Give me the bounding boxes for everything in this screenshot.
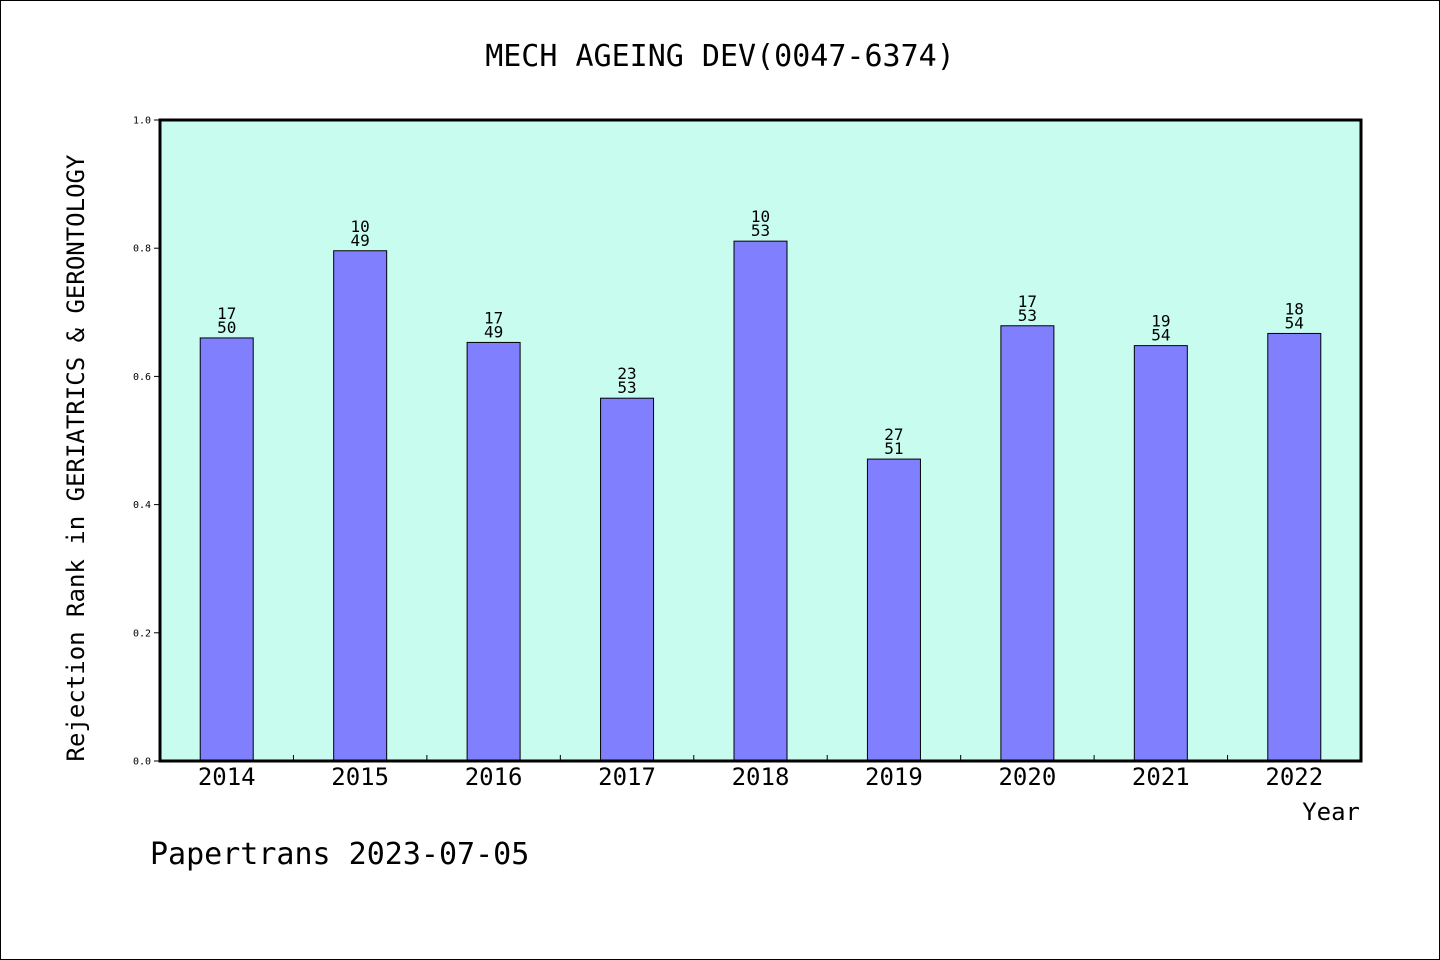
bar-label-top-2018: 10 [751, 207, 770, 226]
x-axis-label: Year [1302, 798, 1360, 826]
x-tick-label-2019: 2019 [865, 763, 923, 791]
y-axis: 0.0 0.2 0.4 0.6 0.8 1.0 [133, 116, 160, 768]
bar-2016 [466, 341, 521, 762]
bar-label-bottom-2017: 53 [617, 378, 636, 397]
bar-2018 [733, 240, 788, 762]
y-axis-label: Rejection Rank in GERIATRICS & GERONTOLO… [62, 154, 90, 761]
bars-group [199, 240, 1322, 762]
chart-title: MECH AGEING DEV(0047-6374) [485, 39, 955, 74]
bar-label-top-2020: 17 [1018, 292, 1037, 311]
y-tick-label-4: 0.8 [133, 244, 151, 255]
footer-text: Papertrans 2023-07-05 [150, 837, 529, 872]
x-tick-label-2020: 2020 [998, 763, 1056, 791]
bar-label-bottom-2022: 54 [1285, 313, 1304, 332]
plot-border [158, 118, 1363, 763]
bar-label-top-2019: 27 [884, 425, 903, 444]
bar-label-bottom-2020: 53 [1018, 306, 1037, 325]
bar-2021 [1133, 345, 1188, 762]
bar-2014 [199, 337, 254, 762]
bar-label-top-2017: 23 [617, 364, 636, 383]
bar-label-bottom-2019: 51 [884, 439, 903, 458]
y-tick-label-3: 0.6 [133, 372, 151, 383]
bar-label-top-2015: 10 [351, 217, 370, 236]
bar-2019 [866, 458, 921, 762]
bar-label-bottom-2016: 49 [484, 322, 503, 341]
bar-label-bottom-2021: 54 [1151, 326, 1170, 345]
y-tick-label-2: 0.4 [133, 500, 151, 511]
bar-label-top-2016: 17 [484, 308, 503, 327]
x-tick-label-2016: 2016 [465, 763, 523, 791]
bar-2020 [1000, 325, 1055, 762]
bar-label-top-2021: 19 [1151, 312, 1170, 331]
bar-label-top-2014: 17 [217, 304, 236, 323]
y-tick-label-0: 0.0 [133, 757, 151, 768]
bar-label-bottom-2015: 49 [351, 231, 370, 250]
bar-2022 [1267, 332, 1322, 762]
bar-2017 [600, 397, 655, 762]
y-tick-label-1: 0.2 [133, 628, 151, 639]
bar-label-bottom-2018: 53 [751, 221, 770, 240]
bar-label-top-2022: 18 [1285, 299, 1304, 318]
y-tick-label-5: 1.0 [133, 116, 151, 127]
x-tick-label-2015: 2015 [331, 763, 389, 791]
x-axis: 2014 2015 2016 2017 2018 2019 2020 2021 2022 [198, 755, 1323, 791]
bar-label-bottom-2014: 50 [217, 318, 236, 337]
x-tick-label-2021: 2021 [1132, 763, 1190, 791]
x-tick-label-2014: 2014 [198, 763, 256, 791]
bar-2015 [333, 250, 388, 762]
x-tick-label-2022: 2022 [1265, 763, 1323, 791]
x-tick-label-2018: 2018 [732, 763, 790, 791]
x-tick-label-2017: 2017 [598, 763, 656, 791]
